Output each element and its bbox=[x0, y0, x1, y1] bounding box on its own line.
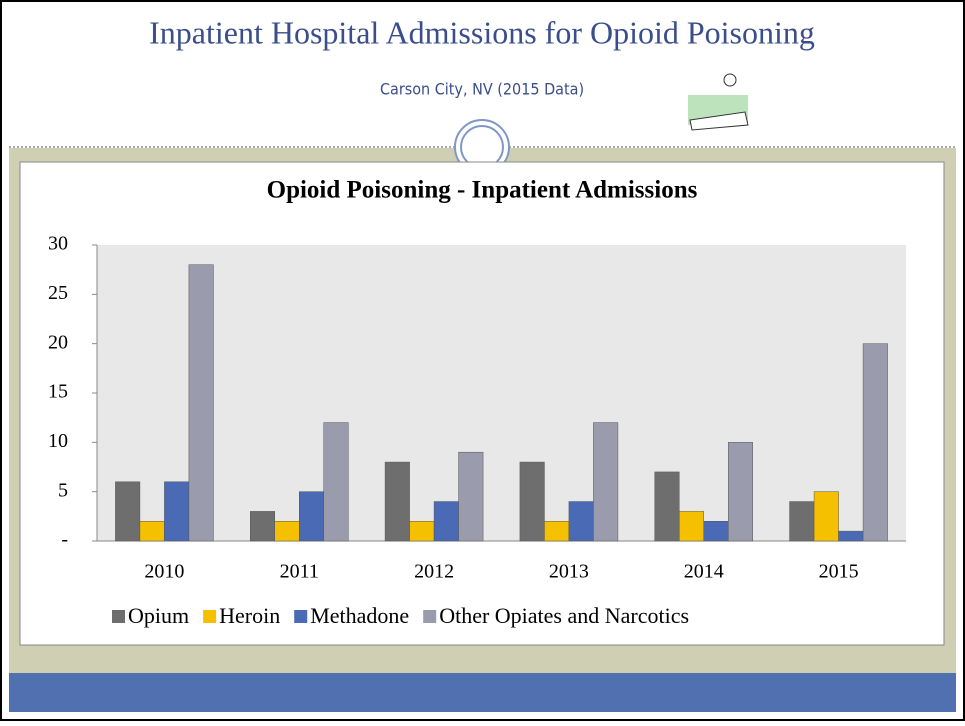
bar bbox=[568, 501, 594, 542]
bar bbox=[838, 530, 864, 542]
bar bbox=[274, 521, 300, 542]
y-tick-label: - bbox=[61, 529, 68, 551]
bar bbox=[519, 461, 545, 542]
y-tick-label: 30 bbox=[48, 233, 68, 255]
bar bbox=[409, 521, 435, 542]
legend-label: Heroin bbox=[219, 603, 280, 628]
bar bbox=[544, 521, 570, 542]
legend-swatch bbox=[112, 610, 125, 623]
x-tick-label: 2015 bbox=[819, 561, 859, 583]
legend-swatch bbox=[423, 610, 437, 623]
legend-swatch bbox=[203, 610, 217, 623]
x-tick-label: 2012 bbox=[414, 561, 454, 583]
bar bbox=[115, 481, 141, 542]
bar bbox=[813, 491, 839, 542]
bar bbox=[789, 501, 815, 542]
bar bbox=[323, 422, 349, 542]
legend-swatch bbox=[294, 610, 308, 623]
bar bbox=[679, 511, 704, 542]
bar bbox=[139, 521, 165, 542]
bar bbox=[188, 264, 214, 542]
bar bbox=[703, 521, 729, 542]
y-tick-label: 15 bbox=[48, 381, 68, 403]
y-tick-label: 25 bbox=[48, 282, 68, 304]
y-tick-label: 20 bbox=[48, 331, 68, 353]
bar bbox=[593, 422, 619, 542]
bar bbox=[250, 511, 275, 542]
legend-label: Other Opiates and Narcotics bbox=[439, 603, 689, 628]
legend-label: Opium bbox=[128, 603, 189, 628]
x-tick-label: 2010 bbox=[144, 561, 184, 583]
bar bbox=[862, 343, 888, 542]
y-tick-label: 5 bbox=[58, 479, 68, 501]
y-tick-label: 10 bbox=[48, 430, 68, 452]
chart-title: Opioid Poisoning - Inpatient Admissions bbox=[267, 177, 698, 204]
bar bbox=[384, 461, 410, 542]
footer-bar bbox=[9, 673, 956, 712]
x-tick-label: 2013 bbox=[549, 561, 589, 583]
legend-label: Methadone bbox=[310, 603, 409, 628]
bar bbox=[433, 501, 459, 542]
slide-subtitle: Carson City, NV (2015 Data) bbox=[380, 80, 584, 99]
bar bbox=[728, 442, 753, 542]
bar bbox=[164, 481, 190, 542]
bar bbox=[299, 491, 324, 542]
clip-art bbox=[688, 73, 749, 131]
x-tick-label: 2011 bbox=[280, 561, 319, 583]
bar bbox=[458, 451, 484, 542]
x-tick-label: 2014 bbox=[684, 561, 724, 583]
plot-area bbox=[97, 245, 906, 541]
bar bbox=[654, 471, 680, 542]
slide-title: Inpatient Hospital Admissions for Opioid… bbox=[149, 14, 815, 50]
